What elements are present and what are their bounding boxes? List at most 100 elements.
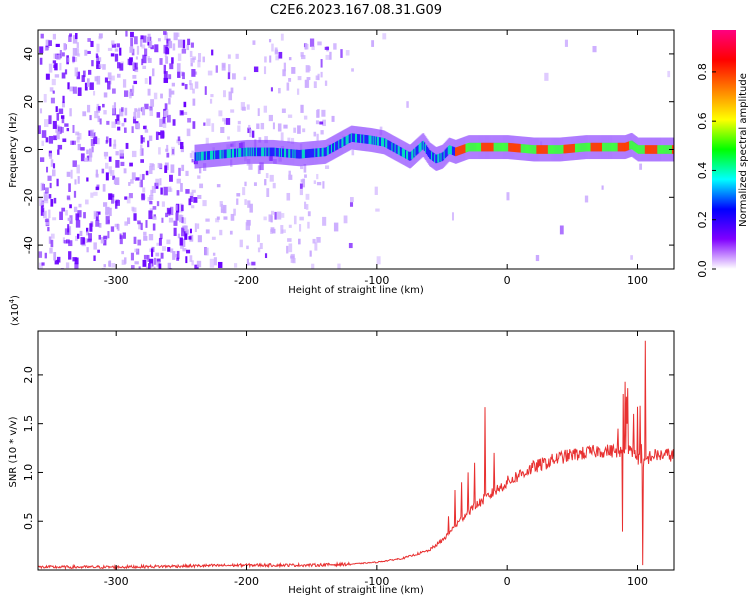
heatmap-band-core: [418, 144, 421, 153]
heatmap-band-core: [530, 144, 532, 154]
heatmap-band-core: [659, 145, 662, 154]
heatmap-cell: [131, 172, 136, 180]
heatmap-cell: [129, 91, 132, 99]
heatmap-cell: [95, 213, 99, 221]
heatmap-band-core: [267, 147, 269, 157]
heatmap-band-core: [316, 148, 318, 157]
heatmap-band-core: [407, 151, 409, 160]
heatmap-band-core: [605, 142, 607, 152]
heatmap-cell: [56, 256, 61, 263]
heatmap-cell: [243, 76, 247, 81]
heatmap-band-core: [638, 145, 641, 154]
heatmap-cell: [86, 78, 90, 82]
heatmap-band-core: [662, 145, 665, 154]
x-tick-label: -200: [234, 575, 259, 588]
heatmap-cell: [274, 211, 277, 220]
heatmap-band-core: [245, 147, 248, 157]
heatmap-band-core: [280, 148, 283, 157]
heatmap-band-core: [596, 142, 599, 152]
heatmap-band-core: [661, 145, 664, 154]
heatmap-cell: [111, 40, 115, 46]
heatmap-cell: [111, 195, 115, 204]
heatmap-cell: [189, 83, 194, 90]
heatmap-cell: [88, 233, 93, 241]
heatmap-cell: [147, 33, 151, 42]
heatmap-cell: [54, 259, 59, 265]
heatmap-band-core: [496, 142, 499, 152]
heatmap-cell: [147, 263, 151, 269]
heatmap-cell: [84, 82, 88, 91]
heatmap-cell: [52, 33, 56, 40]
heatmap-cell: [280, 132, 284, 142]
heatmap-cell: [72, 86, 77, 94]
heatmap-cell: [104, 77, 109, 83]
heatmap-band-core: [564, 144, 567, 154]
heatmap-cell: [105, 216, 110, 225]
heatmap-cell: [103, 235, 108, 240]
heatmap-cell: [57, 149, 60, 155]
heatmap-band-core: [494, 142, 497, 152]
heatmap-band-core: [575, 143, 578, 153]
heatmap-cell: [97, 249, 100, 253]
heatmap-band-core: [651, 145, 653, 154]
heatmap-cell: [62, 138, 67, 143]
heatmap-cell: [544, 72, 549, 81]
heatmap-cell: [130, 37, 134, 47]
heatmap-band-core: [340, 138, 342, 148]
heatmap-band-core: [207, 151, 210, 160]
heatmap-cell: [103, 239, 107, 246]
heatmap-band-core: [477, 142, 480, 152]
heatmap-band-core: [412, 149, 414, 159]
heatmap-cell: [159, 118, 163, 127]
spectrogram-image: [38, 30, 674, 269]
heatmap-band-core: [214, 150, 216, 160]
heatmap-band-core: [615, 142, 618, 152]
heatmap-cell: [125, 30, 128, 37]
heatmap-cell: [119, 47, 122, 56]
heatmap-band-core: [488, 142, 491, 152]
heatmap-cell: [230, 109, 235, 113]
heatmap-cell: [246, 245, 249, 250]
heatmap-cell: [144, 103, 149, 110]
heatmap-cell: [166, 239, 171, 245]
heatmap-cell: [307, 211, 311, 217]
heatmap-cell: [225, 118, 231, 125]
heatmap-cell: [286, 192, 291, 201]
heatmap-cell: [155, 178, 160, 187]
heatmap-cell: [145, 266, 150, 269]
heatmap-cell: [331, 115, 335, 122]
snr-series-line: [38, 340, 674, 570]
heatmap-cell: [290, 255, 295, 259]
heatmap-cell: [55, 106, 58, 113]
heatmap-cell: [132, 116, 137, 124]
heatmap-cell: [77, 210, 82, 218]
heatmap-cell: [61, 52, 65, 57]
heatmap-cell: [61, 117, 65, 124]
heatmap-band-core: [438, 153, 440, 163]
heatmap-cell: [191, 150, 195, 159]
snr-multiplier-exp: 4: [8, 298, 16, 303]
heatmap-cell: [173, 220, 178, 226]
heatmap-cell: [160, 130, 165, 139]
heatmap-band-core: [422, 140, 425, 150]
heatmap-cell: [69, 204, 72, 209]
heatmap-band-core: [617, 142, 620, 152]
heatmap-cell: [303, 163, 307, 173]
heatmap-cell: [72, 35, 78, 44]
heatmap-band-core: [335, 141, 337, 151]
heatmap-band-core: [565, 144, 568, 154]
heatmap-band-core: [266, 147, 268, 157]
snr-y-ticks: 0.5 1.0 1.5 2.0: [22, 366, 674, 530]
heatmap-band-core: [386, 139, 388, 149]
heatmap-cell: [164, 32, 168, 41]
heatmap-band-core: [238, 148, 240, 157]
heatmap-band-core: [289, 149, 291, 158]
heatmap-cell: [82, 111, 87, 117]
heatmap-band-core: [224, 149, 227, 159]
heatmap-cell: [39, 46, 44, 54]
heatmap-cell: [87, 154, 92, 162]
heatmap-band-core: [467, 142, 470, 152]
heatmap-band-core: [593, 142, 596, 152]
heatmap-cell: [223, 216, 228, 220]
heatmap-cell: [106, 120, 110, 125]
